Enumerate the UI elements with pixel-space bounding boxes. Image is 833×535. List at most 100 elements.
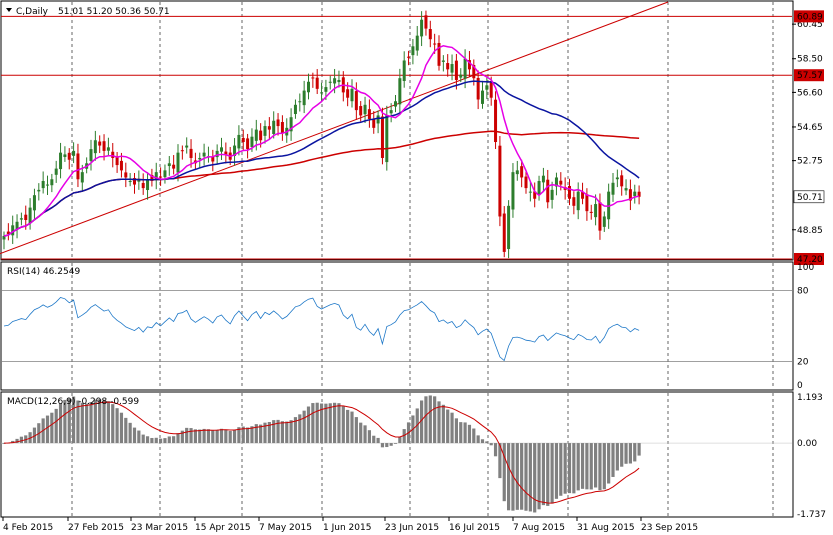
candle-body (433, 43, 437, 45)
macd-pane[interactable] (0, 391, 794, 518)
macd-histogram-bar (63, 399, 67, 444)
macd-histogram-bar (463, 422, 467, 444)
macd-histogram-bar (450, 412, 454, 444)
rsi-axis-label: 80 (797, 287, 809, 297)
macd-histogram-bar (354, 417, 358, 444)
macd-histogram-bar (189, 428, 193, 444)
candle-body (80, 172, 84, 183)
macd-histogram-bar (398, 437, 402, 444)
price-axis-label: 54.65 (797, 123, 823, 133)
macd-histogram-bar (324, 403, 328, 444)
candle-body (363, 104, 367, 115)
time-axis-label: 23 Jun 2015 (385, 523, 439, 533)
macd-histogram-bar (541, 443, 545, 506)
macd-histogram-bar (306, 406, 311, 444)
level-price-tag (794, 69, 824, 82)
candle-body (137, 179, 141, 182)
candle-body (93, 140, 97, 154)
macd-histogram-bar (106, 401, 110, 444)
candle-body (2, 235, 6, 240)
candle-body (154, 172, 158, 181)
fast-moving-average-line (3, 45, 640, 237)
macd-histogram-bar (480, 439, 485, 444)
macd-histogram-bar (341, 406, 345, 444)
dropdown-arrow-icon[interactable] (6, 8, 12, 12)
candle-body (150, 175, 154, 182)
candle-body (394, 101, 397, 107)
macd-histogram-bar (32, 427, 37, 444)
macd-histogram-bar (132, 427, 137, 444)
macd-histogram-bar (380, 443, 385, 448)
candle-body (546, 179, 550, 203)
macd-histogram-bar (128, 422, 132, 444)
macd-histogram-bar (228, 431, 232, 444)
candle-body (420, 19, 424, 37)
candle-body (259, 130, 263, 141)
candle-body (376, 115, 380, 124)
macd-histogram-bar (198, 429, 202, 444)
candle-body (589, 211, 593, 213)
candle-body (267, 126, 271, 130)
macd-histogram-bar (585, 443, 589, 490)
macd-histogram-bar (385, 443, 389, 448)
rsi-pane[interactable] (0, 261, 794, 391)
candle-body (311, 77, 315, 79)
price-pane[interactable] (0, 0, 794, 261)
candle-body (559, 180, 563, 185)
candle-body (328, 81, 332, 83)
candle-body (272, 120, 276, 134)
macd-histogram-bar (85, 403, 89, 444)
macd-histogram-bar (485, 441, 489, 444)
candle-body (467, 60, 471, 70)
macd-histogram-bar (298, 414, 302, 444)
macd-histogram-bar (93, 399, 97, 444)
time-axis-label: 7 May 2015 (259, 523, 312, 533)
price-tag-label: 60.89 (797, 12, 823, 22)
macd-histogram-bar (572, 443, 576, 494)
candle-body (159, 176, 163, 178)
macd-histogram-bar (237, 427, 241, 444)
candle-body (198, 157, 202, 160)
candle-body (176, 152, 180, 173)
candle-body (598, 202, 602, 231)
candle-body (520, 166, 524, 178)
rsi-axis-label: 100 (797, 263, 814, 273)
price-axis-label: 52.75 (797, 157, 823, 167)
candle-body (437, 43, 441, 66)
macd-histogram-bar (476, 435, 480, 444)
macd-histogram-bar (567, 443, 572, 494)
macd-histogram-bar (254, 424, 258, 444)
macd-histogram-bar (607, 443, 611, 484)
macd-histogram-bar (15, 438, 19, 444)
candle-body (106, 147, 110, 151)
macd-histogram-bar (293, 417, 298, 444)
candle-body (215, 150, 219, 158)
macd-histogram-bar (80, 402, 84, 444)
candle-body (615, 177, 619, 180)
candle-body (172, 164, 176, 169)
candle-body (620, 175, 624, 187)
candle-body (537, 181, 541, 195)
macd-histogram-bar (537, 443, 541, 510)
macd-histogram-bar (211, 430, 215, 444)
candle-body (128, 181, 132, 183)
macd-histogram-bar (119, 412, 124, 444)
macd-histogram-bar (507, 443, 511, 511)
candle-body (202, 152, 206, 157)
macd-histogram-bar (28, 432, 32, 444)
candle-body (119, 160, 123, 171)
candle-body (146, 179, 150, 191)
macd-histogram-bar (250, 426, 254, 444)
macd-histogram-bar (302, 410, 306, 444)
macd-histogram-bar (637, 443, 641, 456)
macd-histogram-bar (589, 443, 593, 490)
macd-histogram-bar (420, 400, 424, 444)
rsi-axis-label: 0 (797, 381, 803, 391)
macd-histogram-bar (232, 429, 237, 444)
candle-body (254, 129, 258, 141)
candle-body (185, 145, 189, 148)
candle-body (72, 150, 76, 156)
time-axis-label: 4 Feb 2015 (3, 523, 53, 533)
rsi-line (3, 297, 640, 362)
